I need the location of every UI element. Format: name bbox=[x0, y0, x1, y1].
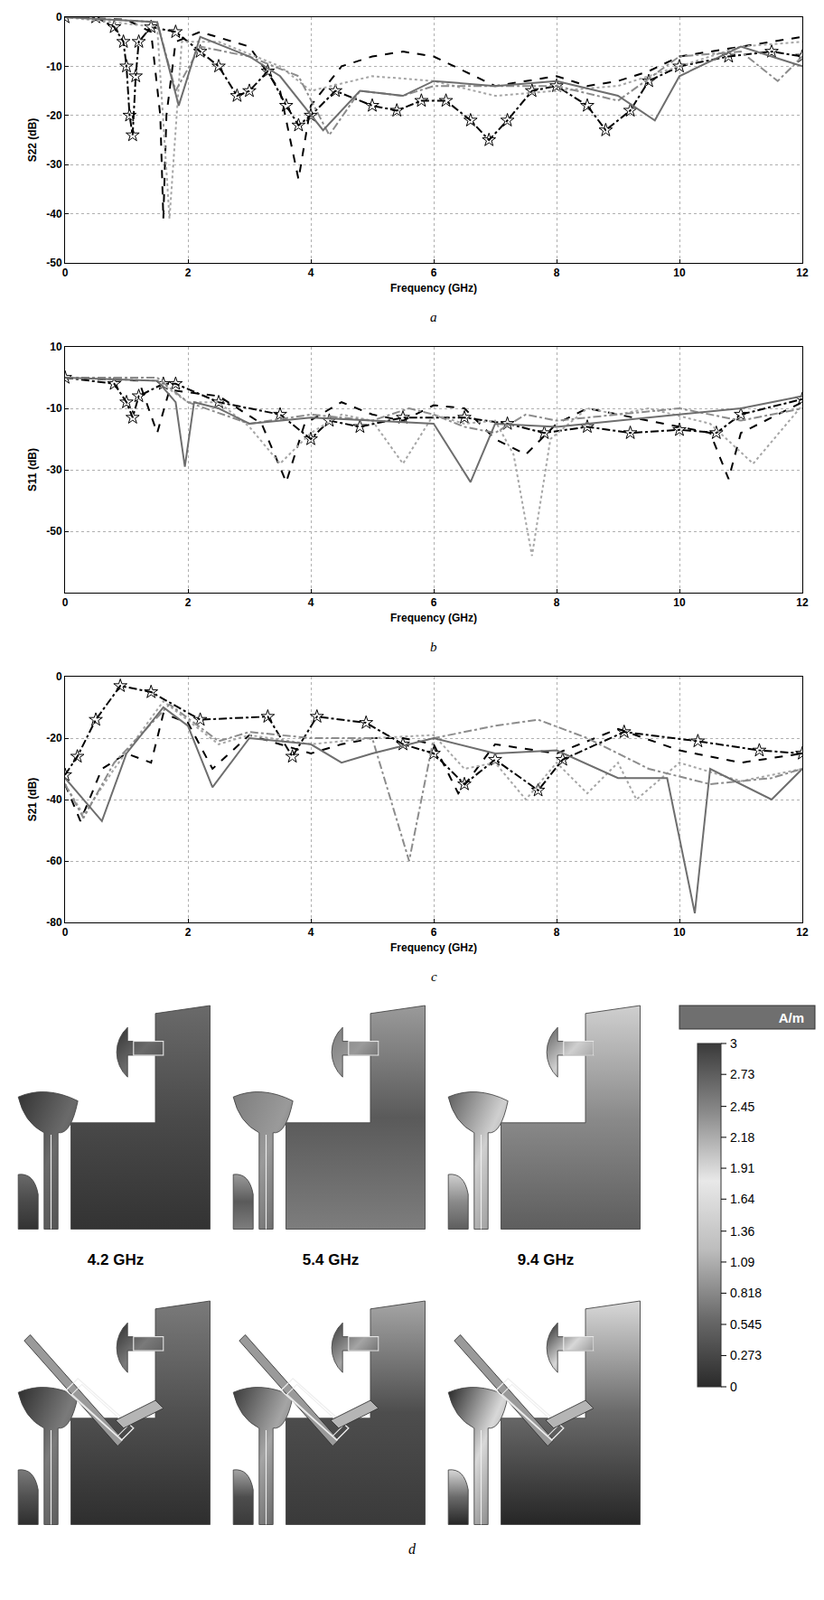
svg-text:1.09: 1.09 bbox=[730, 1254, 755, 1270]
svg-text:-40: -40 bbox=[46, 207, 63, 221]
svg-text:4: 4 bbox=[308, 596, 315, 609]
svg-text:-80: -80 bbox=[46, 916, 63, 929]
svg-text:2: 2 bbox=[185, 266, 192, 280]
svg-text:A/m: A/m bbox=[778, 1010, 805, 1026]
svg-text:S22 (dB): S22 (dB) bbox=[26, 118, 39, 163]
svg-text:8: 8 bbox=[553, 266, 561, 280]
svg-text:2.73: 2.73 bbox=[730, 1067, 755, 1082]
svg-text:4: 4 bbox=[308, 266, 315, 280]
svg-text:12: 12 bbox=[795, 266, 809, 280]
svg-text:-20: -20 bbox=[46, 109, 63, 122]
svg-text:1.36: 1.36 bbox=[730, 1224, 755, 1239]
svg-text:6: 6 bbox=[430, 266, 438, 280]
svg-text:0: 0 bbox=[56, 10, 63, 24]
svg-text:Frequency (GHz): Frequency (GHz) bbox=[390, 611, 478, 625]
svg-text:-50: -50 bbox=[46, 524, 63, 538]
svg-text:10: 10 bbox=[673, 266, 686, 280]
svg-text:-60: -60 bbox=[46, 854, 63, 868]
svg-text:0: 0 bbox=[62, 926, 69, 939]
svg-text:-20: -20 bbox=[46, 731, 63, 745]
svg-text:2.45: 2.45 bbox=[730, 1099, 755, 1115]
svg-text:b: b bbox=[430, 639, 438, 655]
svg-text:4.2 GHz: 4.2 GHz bbox=[87, 1251, 144, 1269]
svg-text:6: 6 bbox=[430, 596, 438, 609]
svg-text:8: 8 bbox=[553, 926, 561, 939]
svg-text:-10: -10 bbox=[46, 60, 63, 74]
svg-text:d: d bbox=[408, 1541, 417, 1557]
svg-text:-10: -10 bbox=[46, 402, 63, 415]
svg-text:10: 10 bbox=[673, 596, 686, 609]
svg-text:10: 10 bbox=[673, 926, 686, 939]
svg-text:12: 12 bbox=[795, 596, 809, 609]
svg-text:5.4 GHz: 5.4 GHz bbox=[302, 1251, 359, 1269]
svg-text:6: 6 bbox=[430, 926, 438, 939]
svg-text:-50: -50 bbox=[46, 256, 63, 270]
svg-text:1.91: 1.91 bbox=[730, 1161, 755, 1176]
svg-text:S21 (dB): S21 (dB) bbox=[26, 777, 39, 823]
svg-text:Frequency (GHz): Frequency (GHz) bbox=[390, 941, 478, 955]
svg-text:2.18: 2.18 bbox=[730, 1130, 755, 1145]
svg-text:S11 (dB): S11 (dB) bbox=[26, 448, 39, 492]
svg-text:3: 3 bbox=[730, 1036, 738, 1051]
svg-text:0: 0 bbox=[62, 596, 69, 609]
svg-text:0: 0 bbox=[56, 670, 63, 684]
svg-text:4: 4 bbox=[308, 926, 315, 939]
svg-text:Frequency (GHz): Frequency (GHz) bbox=[390, 281, 478, 295]
svg-text:-40: -40 bbox=[46, 793, 63, 806]
svg-text:0: 0 bbox=[62, 266, 69, 280]
svg-text:1.64: 1.64 bbox=[730, 1191, 755, 1207]
svg-text:0.818: 0.818 bbox=[730, 1285, 762, 1301]
svg-text:12: 12 bbox=[795, 926, 809, 939]
svg-text:8: 8 bbox=[553, 596, 561, 609]
svg-text:10: 10 bbox=[49, 340, 63, 354]
svg-text:-30: -30 bbox=[46, 158, 63, 171]
svg-text:2: 2 bbox=[185, 926, 192, 939]
svg-text:0.545: 0.545 bbox=[730, 1317, 762, 1332]
svg-text:0: 0 bbox=[730, 1379, 738, 1395]
svg-text:a: a bbox=[430, 309, 438, 325]
svg-text:c: c bbox=[430, 969, 438, 984]
svg-text:-30: -30 bbox=[46, 463, 63, 477]
svg-text:9.4 GHz: 9.4 GHz bbox=[517, 1251, 574, 1269]
svg-text:2: 2 bbox=[185, 596, 192, 609]
svg-text:0.273: 0.273 bbox=[730, 1348, 762, 1363]
